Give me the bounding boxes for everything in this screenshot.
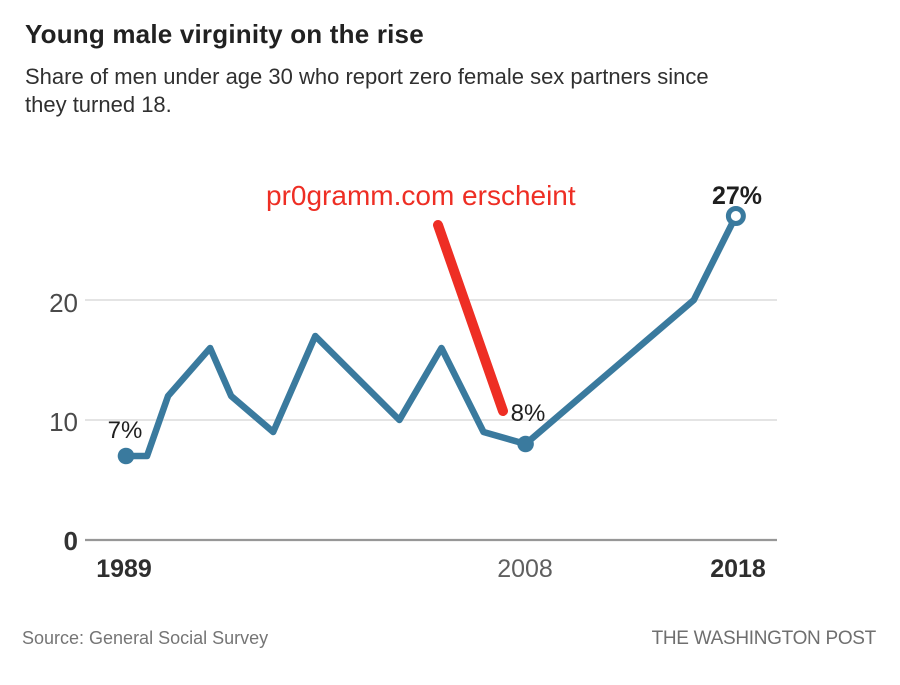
source-note: Source: General Social Survey <box>22 628 269 648</box>
chart-title: Young male virginity on the rise <box>25 19 424 49</box>
chart-subtitle-line1: Share of men under age 30 who report zer… <box>25 64 709 89</box>
point-marker-1989 <box>117 447 135 465</box>
y-axis-tick-10: 10 <box>49 407 78 437</box>
data-label-2008: 8% <box>510 400 546 427</box>
annotation-arrow <box>433 220 508 416</box>
publisher-attribution: THE WASHINGTON POST <box>651 628 877 649</box>
point-marker-2018 <box>725 206 746 226</box>
x-axis-tick-1989: 1989 <box>96 555 152 583</box>
y-axis-tick-20: 20 <box>49 288 78 318</box>
data-point-markers <box>117 206 746 465</box>
data-label-2018: 27% <box>711 182 763 210</box>
point-marker-2008 <box>517 435 534 453</box>
data-label-1989: 7% <box>107 417 143 444</box>
x-axis-tick-2008: 2008 <box>497 555 553 583</box>
gridlines <box>85 299 777 542</box>
x-axis-tick-2018: 2018 <box>710 555 766 583</box>
y-axis-tick-0: 0 <box>63 526 78 556</box>
meme-annotation-text: pr0gramm.com erscheint <box>266 180 576 211</box>
chart-subtitle-line2: they turned 18. <box>25 92 172 117</box>
